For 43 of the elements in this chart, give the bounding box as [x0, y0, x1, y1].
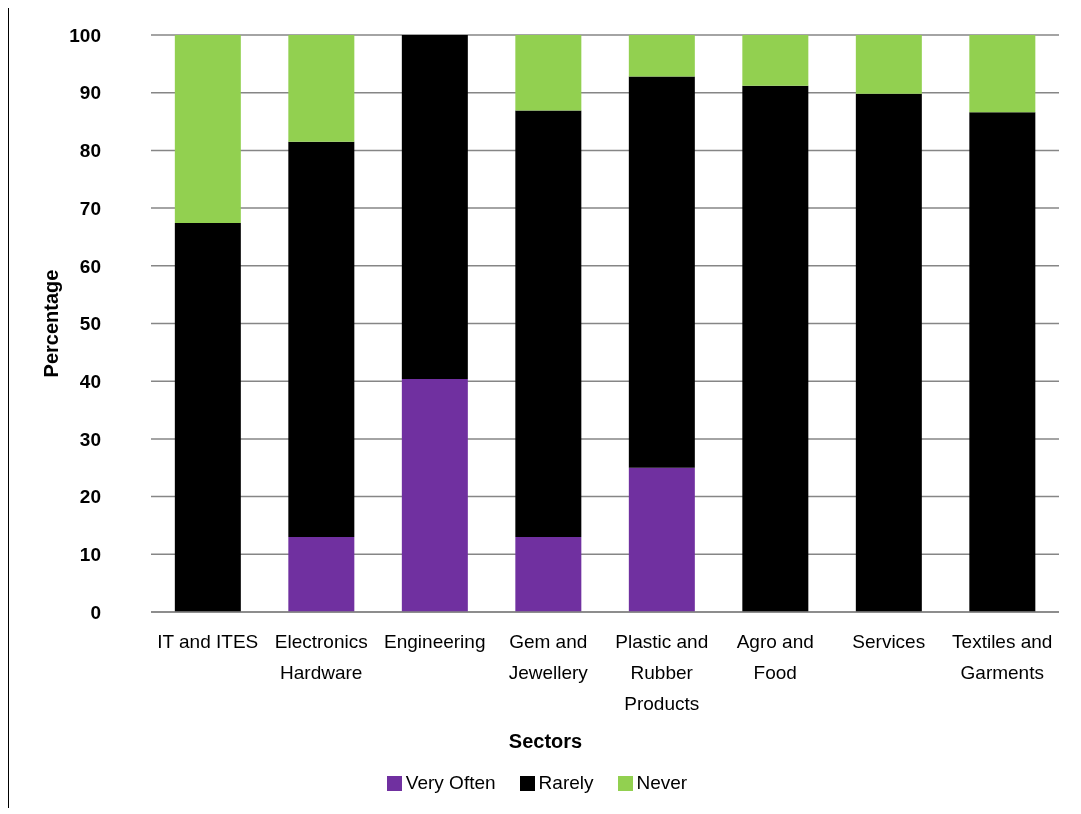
legend-label: Never — [636, 772, 688, 793]
x-tick-label: IT and ITES — [157, 631, 259, 652]
bar — [628, 467, 695, 612]
bar — [174, 223, 241, 612]
legend-label: Rarely — [538, 772, 594, 793]
x-tick-label: Gem and Jewellery — [508, 631, 589, 683]
x-tick-label: Plastic and Rubber Products — [615, 631, 709, 714]
x-tick-label: Services — [852, 631, 926, 652]
x-axis-title: Sectors — [508, 730, 583, 752]
x-tick-label: Agro and Food — [736, 631, 814, 683]
bar — [288, 141, 355, 537]
x-tick-label: Textiles and Garments — [952, 631, 1053, 683]
y-tick-label: 30 — [79, 428, 101, 450]
y-tick-label: 20 — [79, 486, 101, 508]
y-tick-label: 80 — [79, 140, 101, 162]
y-tick-label: 70 — [79, 197, 101, 219]
y-tick-label: 90 — [79, 82, 101, 104]
legend-label: Very Often — [405, 772, 496, 793]
y-tick-label: 0 — [90, 601, 101, 623]
y-tick-label: 60 — [79, 255, 101, 277]
bar — [742, 85, 809, 612]
bar — [515, 110, 582, 537]
bar — [628, 35, 695, 77]
bar — [855, 35, 922, 94]
bar — [401, 378, 468, 612]
bar — [969, 35, 1036, 113]
bar — [515, 536, 582, 612]
x-tick-label: Electronics Hardware — [274, 631, 368, 683]
bar — [288, 536, 355, 612]
y-tick-label: 100 — [69, 24, 101, 46]
bar — [288, 35, 355, 142]
y-tick-label: 50 — [79, 313, 101, 335]
bar — [515, 35, 582, 111]
bar — [174, 35, 241, 224]
y-tick-label: 10 — [79, 544, 101, 566]
bar — [628, 76, 695, 468]
bar — [401, 35, 468, 379]
y-axis-title: Percentage — [40, 269, 63, 378]
bar — [969, 112, 1036, 612]
bar — [742, 35, 809, 86]
bar — [855, 93, 922, 612]
y-tick-label: 40 — [79, 370, 101, 392]
x-tick-label: Engineering — [384, 631, 486, 652]
